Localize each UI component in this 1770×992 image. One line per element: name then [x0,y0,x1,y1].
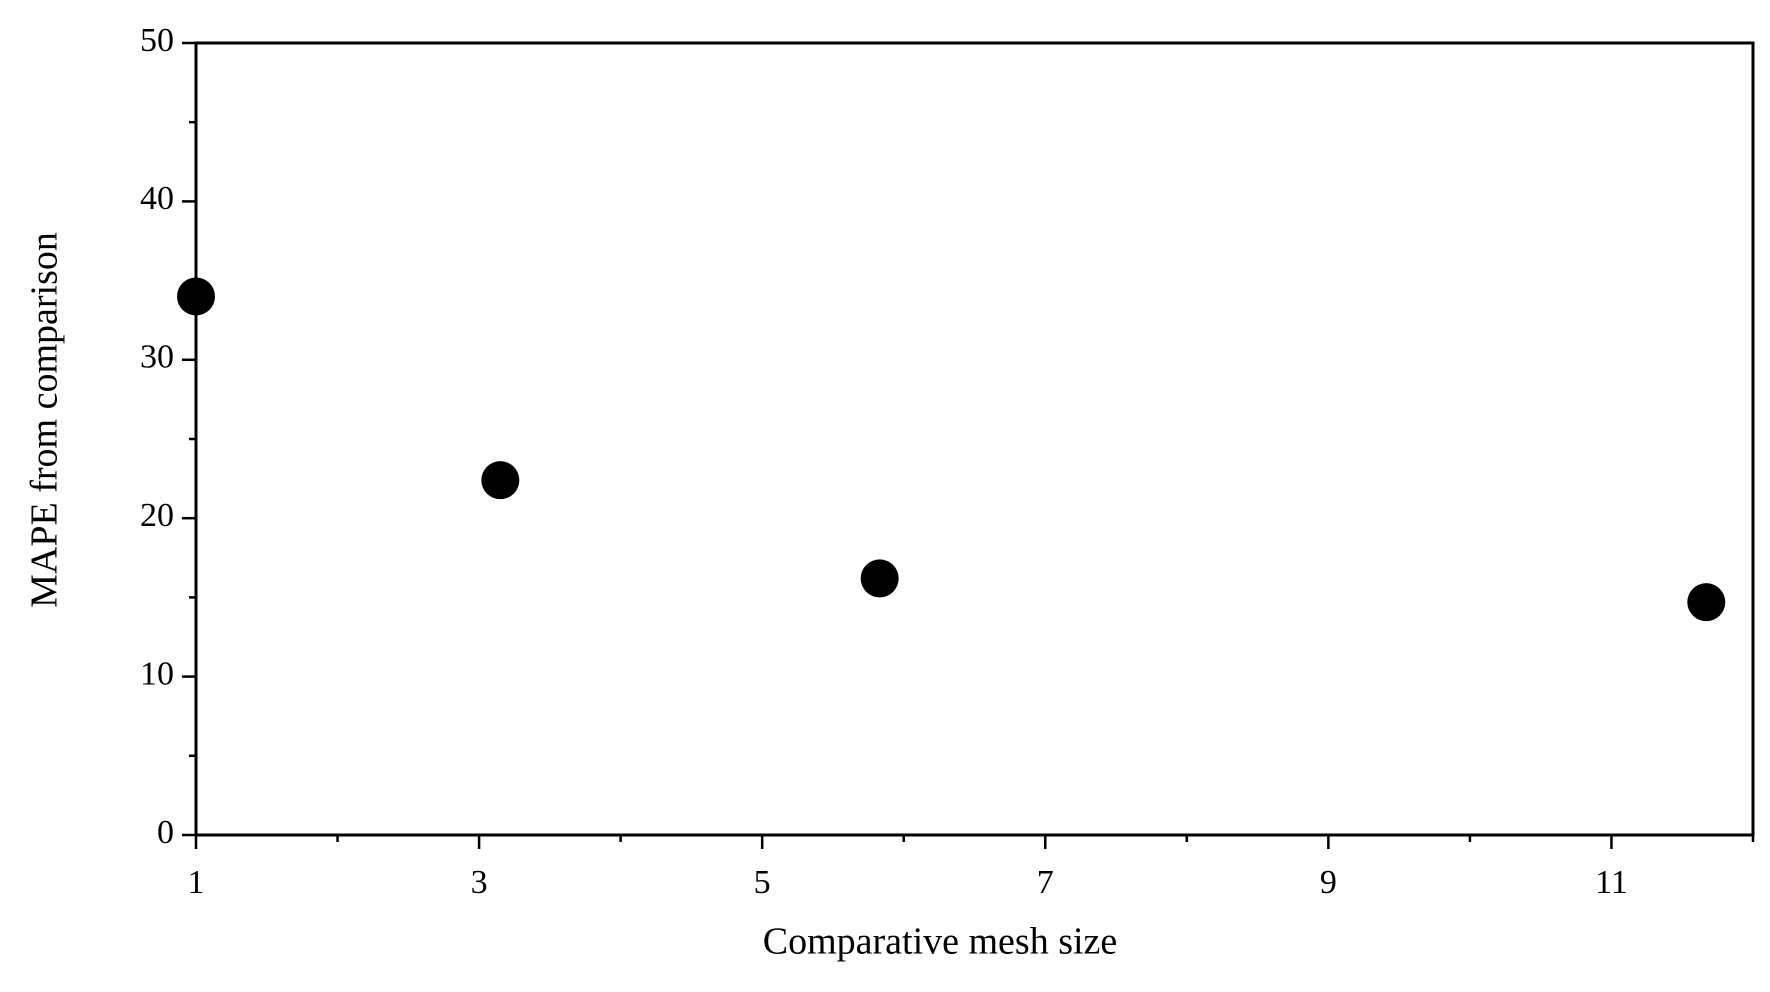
data-point [1687,583,1726,622]
y-tick-label: 50 [140,22,174,59]
data-point [481,461,520,500]
x-axis-title: Comparative mesh size [763,921,1118,963]
x-tick-label: 5 [754,864,771,901]
y-tick-label: 40 [140,180,174,217]
data-point [860,559,899,598]
data-point [177,277,215,316]
x-tick-label: 3 [471,864,488,901]
y-tick-label: 30 [140,339,174,376]
y-axis-title: MAPE from comparison [24,232,66,608]
x-tick-label: 11 [1595,864,1628,901]
y-tick-label: 0 [157,814,174,851]
y-tick-label: 10 [140,655,174,692]
x-tick-label: 9 [1320,864,1337,901]
y-tick-label: 20 [140,497,174,534]
x-tick-label: 7 [1037,864,1054,901]
plot-frame [194,41,1755,837]
x-tick-label: 1 [188,864,205,901]
